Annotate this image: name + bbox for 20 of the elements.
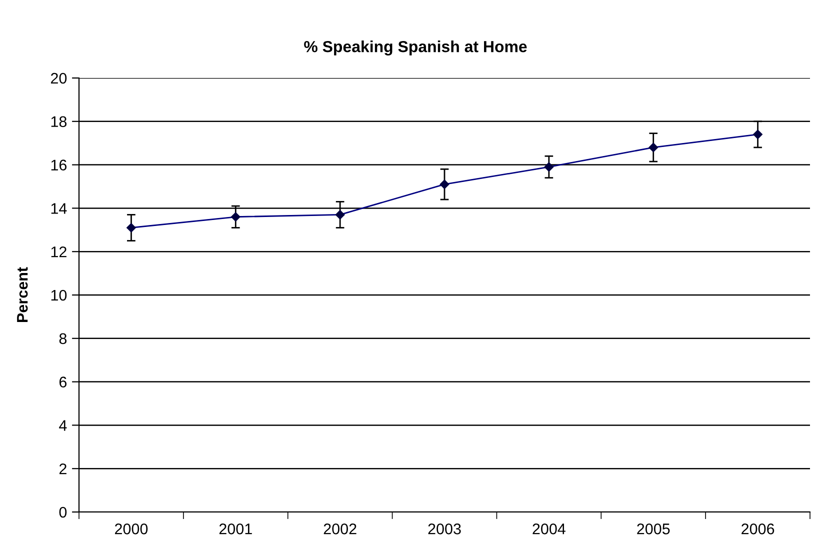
y-tick-label: 10	[51, 290, 67, 301]
x-tick-label: 2005	[637, 524, 670, 534]
x-tick-label: 2000	[114, 524, 148, 534]
x-tick-label: 2006	[742, 524, 774, 534]
x-tick-label: 2003	[428, 524, 461, 534]
y-tick-label: 6	[59, 376, 67, 388]
y-tick-label: 8	[59, 333, 67, 344]
y-tick-label: 0	[59, 506, 67, 518]
x-tick-label: 2004	[532, 524, 566, 534]
y-tick-label: 18	[51, 116, 67, 128]
y-tick-label: 16	[51, 160, 67, 170]
x-tick-label: 2001	[219, 524, 252, 534]
y-axis-title: Percent	[17, 267, 28, 322]
chart-title: % Speaking Spanish at Home	[304, 40, 527, 56]
x-tick-label: 2002	[324, 524, 356, 534]
y-tick-label: 4	[59, 420, 67, 431]
y-tick-label: 20	[50, 72, 67, 84]
y-tick-label: 2	[59, 463, 66, 474]
y-tick-label: 14	[51, 203, 67, 214]
y-tick-label: 12	[51, 246, 66, 258]
